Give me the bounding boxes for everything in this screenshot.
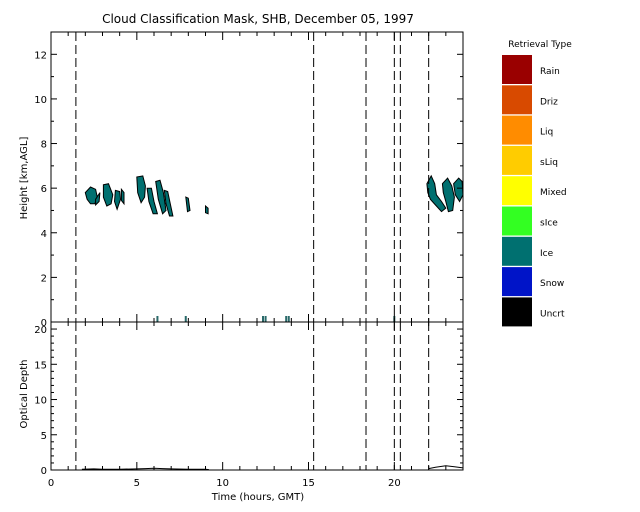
legend-swatch [502,176,532,206]
cloud-blob [95,192,101,207]
surface-mark [264,316,267,322]
legend-swatch [502,145,532,175]
legend-swatch [502,236,532,266]
legend-swatch [502,206,532,236]
cloud-blob [146,187,159,215]
surface-mark [287,316,290,322]
legend-swatch [502,85,532,115]
cloud-blob [136,175,146,204]
cloud-blob [205,204,209,215]
legend-label: Ice [540,249,554,259]
legend-label: Uncrt [540,309,565,319]
legend-label: Snow [540,279,564,289]
y-tick-label: 5 [41,431,47,442]
y-tick-label: 0 [41,466,47,477]
x-tick-label: 0 [48,478,54,489]
y-tick-label: 20 [34,325,47,336]
cloud-blob [120,187,125,206]
legend-swatch [502,267,532,297]
y-tick-label: 15 [34,360,47,371]
top-plot-frame [50,31,464,323]
legend-swatch [502,115,532,145]
y-tick-label: 10 [34,95,47,106]
cloud-blob [102,183,114,207]
legend: Retrieval Type Rain Driz Liq sLiq Mixed sIce I… [502,40,572,327]
legend-label: Rain [540,67,560,77]
y-tick-label: 8 [41,140,47,151]
optical-depth-line [81,465,464,471]
x-tick-label: 15 [302,478,315,489]
bottom-y-axis-label: Optical Depth [19,360,30,429]
legend-label: sLiq [540,158,558,168]
surface-mark [262,316,265,322]
cloud-blob [113,189,122,211]
chart-title: Cloud Classification Mask, SHB, December… [102,12,414,26]
legend-label: Liq [540,128,553,138]
x-tick-label: 10 [216,478,229,489]
surface-mark [156,316,159,322]
y-tick-label: 0 [41,318,47,329]
top-y-axis-label: Height [km,AGL] [19,137,30,220]
y-tick-label: 4 [41,229,47,240]
cloud-blob [155,179,167,215]
x-tick-label: 20 [388,478,401,489]
bottom-plot-frame [50,321,464,471]
y-tick-label: 10 [34,396,47,407]
cloud-blob [185,196,191,213]
legend-label: Driz [540,97,558,107]
cloud-blob [453,177,464,203]
x-tick-label: 5 [134,478,140,489]
legend-label: Mixed [540,188,567,198]
cloud-blob [426,174,447,213]
surface-mark [184,316,187,322]
legend-label: sIce [540,219,558,229]
legend-title: Retrieval Type [508,40,572,50]
y-tick-label: 12 [34,50,47,61]
legend-swatch [502,55,532,84]
cloud-blob [441,177,455,213]
x-axis-label: Time (hours, GMT) [211,492,305,503]
legend-swatch [502,297,532,327]
cloud-blob [163,189,174,217]
top-panel: 0 2 4 6 8 10 12 [34,31,464,329]
y-tick-label: 2 [41,273,47,284]
y-tick-label: 6 [41,184,47,195]
surface-mark [285,316,288,322]
